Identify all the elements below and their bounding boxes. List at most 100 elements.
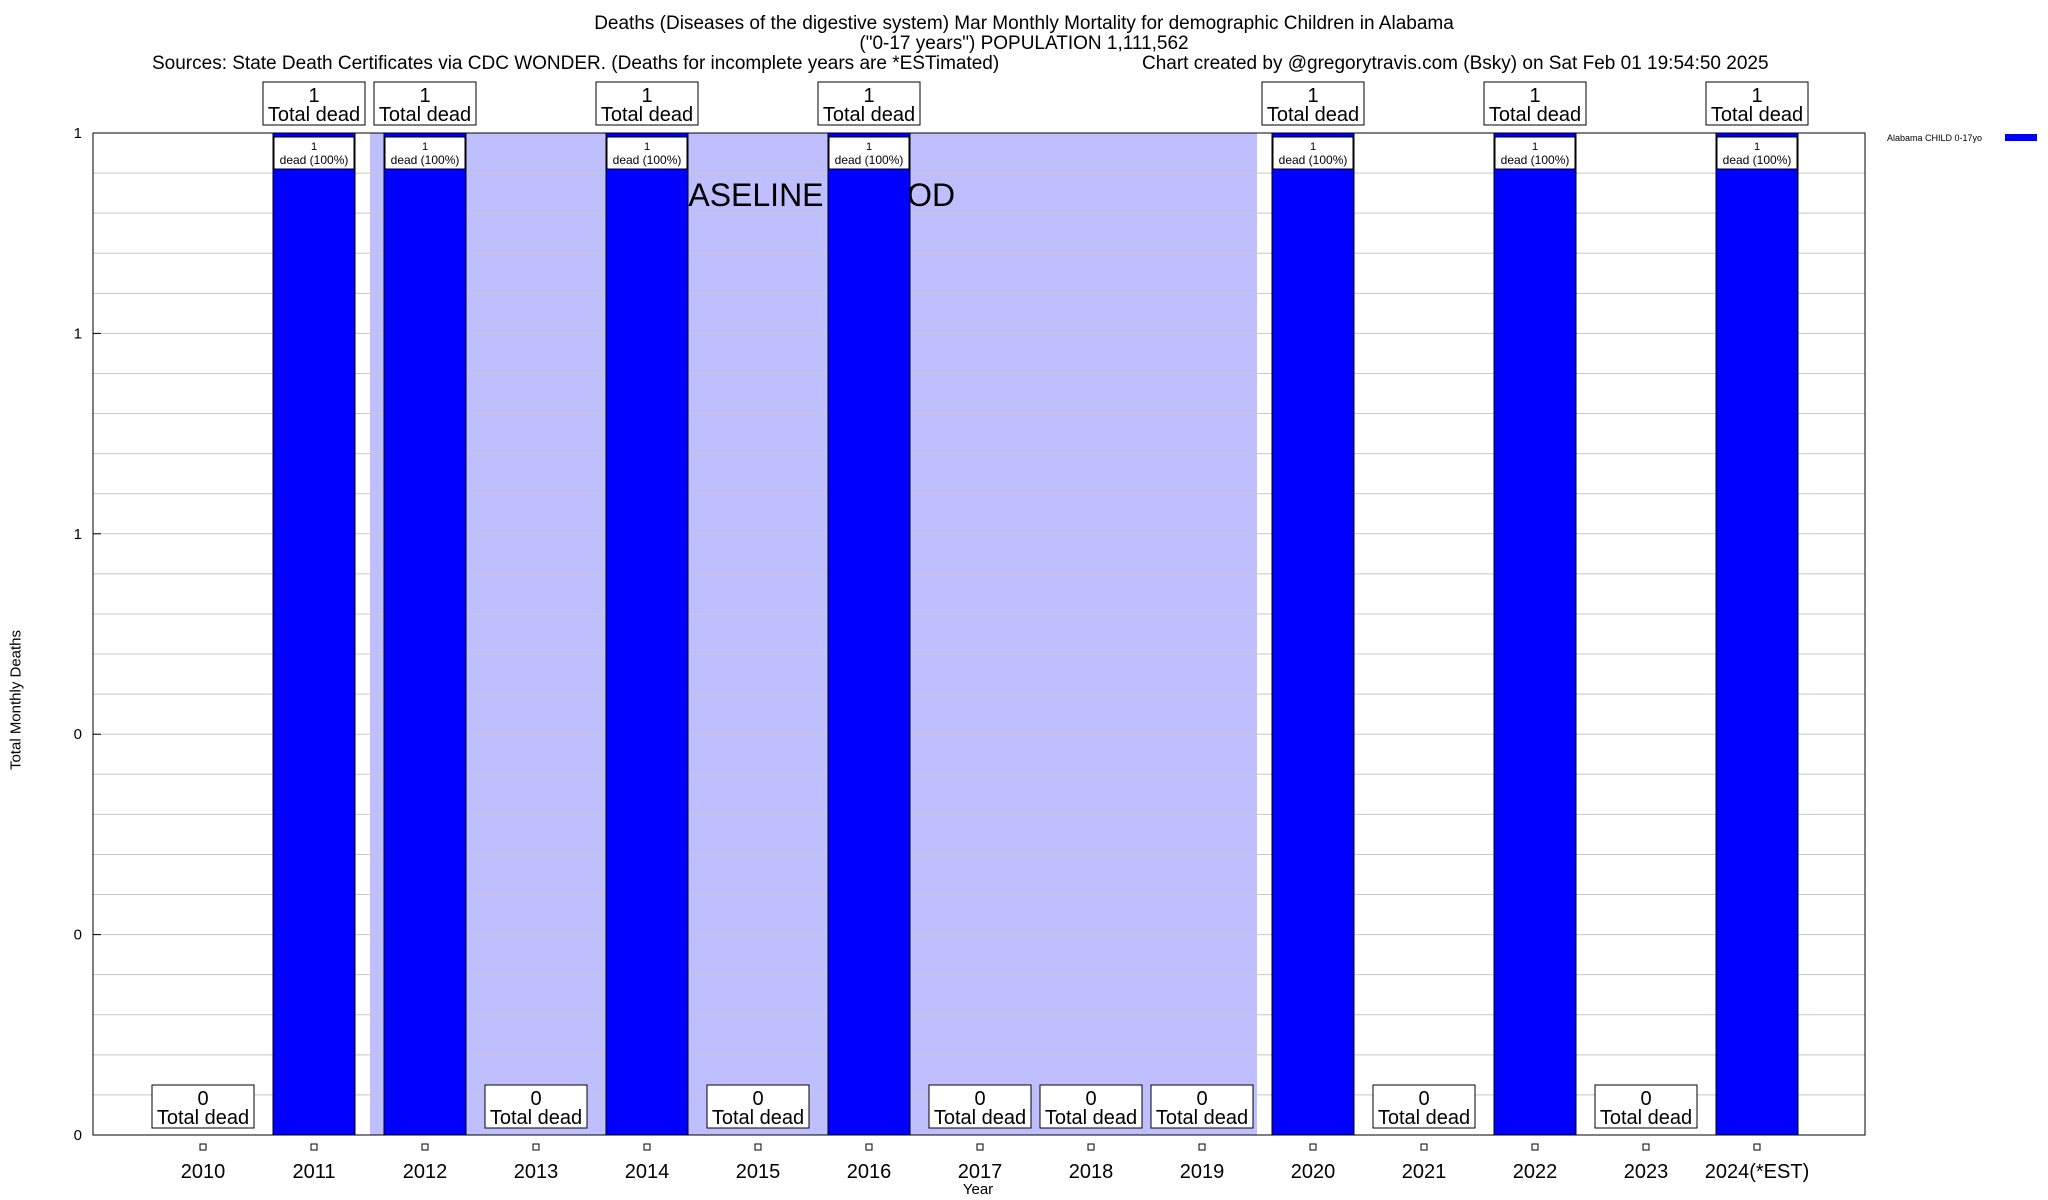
x-marker: [865, 1143, 873, 1151]
total-label-count: 0: [1196, 1088, 1207, 1110]
total-label-box: [262, 81, 366, 126]
total-label-box: [817, 81, 921, 126]
bar-label-count: 1: [644, 141, 650, 153]
chart-subtitle: ("0-17 years") POPULATION 1,111,562: [859, 33, 1189, 54]
x-tick-label-2018: 2018: [1069, 1161, 1114, 1183]
bar-label-pct: dead (100%): [391, 153, 460, 167]
total-label-text: Total dead: [601, 104, 693, 126]
bar-label-pct: dead (100%): [613, 153, 682, 167]
total-label-text: Total dead: [1489, 104, 1581, 126]
total-label-box: [706, 1084, 810, 1129]
total-label-count: 1: [863, 85, 874, 107]
total-label-box: [1150, 1084, 1254, 1129]
bar-label-count: 1: [1532, 141, 1538, 153]
chart-title: Deaths (Diseases of the digestive system…: [594, 13, 1454, 34]
total-label-box: [1705, 81, 1809, 126]
x-tick-label-2014: 2014: [625, 1161, 670, 1183]
total-label-count: 1: [1529, 85, 1540, 107]
bar-label-box: [273, 136, 355, 170]
total-label-count: 0: [974, 1088, 985, 1110]
total-label-text: Total dead: [934, 1107, 1026, 1129]
bar-label-pct: dead (100%): [280, 153, 349, 167]
bar-2014: [605, 132, 689, 1136]
legend-swatch: [2005, 134, 2037, 141]
bar-label-box: [1716, 136, 1798, 170]
total-label-count: 1: [641, 85, 652, 107]
total-label-count: 1: [308, 85, 319, 107]
total-label-count: 1: [1751, 85, 1762, 107]
total-label-text: Total dead: [379, 104, 471, 126]
total-label-text: Total dead: [1045, 1107, 1137, 1129]
total-label-count: 0: [1640, 1088, 1651, 1110]
x-tick-label-2022: 2022: [1513, 1161, 1558, 1183]
bar-label-pct: dead (100%): [835, 153, 904, 167]
sources-note: Sources: State Death Certificates via CD…: [152, 53, 1000, 74]
x-tick-label-2010: 2010: [181, 1161, 226, 1183]
x-marker: [1642, 1143, 1650, 1151]
bar-2024(*EST): [1715, 132, 1799, 1136]
x-tick-label-2021: 2021: [1402, 1161, 1447, 1183]
total-label-box: [1483, 81, 1587, 126]
total-label-text: Total dead: [268, 104, 360, 126]
total-label-box: [1261, 81, 1365, 126]
plot-border: [92, 132, 1866, 1136]
bar-label-box: [384, 136, 466, 170]
total-label-box: [928, 1084, 1032, 1129]
x-marker: [1309, 1143, 1317, 1151]
x-axis-label: Year: [962, 1181, 994, 1198]
bar-label-box: [1272, 136, 1354, 170]
total-label-text: Total dead: [712, 1107, 804, 1129]
baseline-period-band: [370, 133, 1257, 1135]
x-tick-label-2012: 2012: [403, 1161, 448, 1183]
y-tick-label: 1: [74, 526, 82, 543]
total-label-text: Total dead: [1267, 104, 1359, 126]
x-tick-label-2020: 2020: [1291, 1161, 1336, 1183]
credit-note: Chart created by @gregorytravis.com (Bsk…: [1142, 53, 1769, 74]
total-label-text: Total dead: [1711, 104, 1803, 126]
total-label-count: 0: [1418, 1088, 1429, 1110]
x-marker: [1420, 1143, 1428, 1151]
x-tick-label-2015: 2015: [736, 1161, 781, 1183]
y-tick-label: 1: [74, 125, 82, 142]
total-label-box: [151, 1084, 255, 1129]
total-label-text: Total dead: [490, 1107, 582, 1129]
bar-label-count: 1: [1310, 141, 1316, 153]
x-marker: [421, 1143, 429, 1151]
bar-2011: [272, 132, 356, 1136]
x-tick-label-2011: 2011: [292, 1161, 335, 1183]
total-label-count: 1: [1307, 85, 1318, 107]
total-label-count: 1: [419, 85, 430, 107]
total-label-count: 0: [1085, 1088, 1096, 1110]
bar-2012: [383, 132, 467, 1136]
baseline-period-label: BASELINE PERIOD: [667, 177, 955, 213]
x-tick-label-2019: 2019: [1180, 1161, 1225, 1183]
total-label-text: Total dead: [1378, 1107, 1470, 1129]
bar-label-box: [1494, 136, 1576, 170]
x-marker: [1198, 1143, 1206, 1151]
x-marker: [643, 1143, 651, 1151]
x-marker: [1531, 1143, 1539, 1151]
total-label-count: 0: [197, 1088, 208, 1110]
total-label-text: Total dead: [1156, 1107, 1248, 1129]
total-label-box: [373, 81, 477, 126]
bar-2016: [827, 132, 911, 1136]
legend-label: Alabama CHILD 0-17yo: [1887, 133, 1982, 143]
x-marker: [1753, 1143, 1761, 1151]
x-tick-label-2013: 2013: [514, 1161, 559, 1183]
total-label-count: 0: [752, 1088, 763, 1110]
bar-label-count: 1: [422, 141, 428, 153]
total-label-box: [1039, 1084, 1143, 1129]
x-tick-label-2016: 2016: [847, 1161, 892, 1183]
x-marker: [310, 1143, 318, 1151]
bar-label-box: [828, 136, 910, 170]
y-tick-label: 0: [74, 1127, 82, 1144]
bar-label-pct: dead (100%): [1501, 153, 1570, 167]
x-marker: [754, 1143, 762, 1151]
bar-label-count: 1: [866, 141, 872, 153]
y-tick-label: 0: [74, 927, 82, 944]
bar-2022: [1493, 132, 1577, 1136]
bar-2020: [1271, 132, 1355, 1136]
total-label-box: [1594, 1084, 1698, 1129]
x-marker: [199, 1143, 207, 1151]
x-marker: [1087, 1143, 1095, 1151]
